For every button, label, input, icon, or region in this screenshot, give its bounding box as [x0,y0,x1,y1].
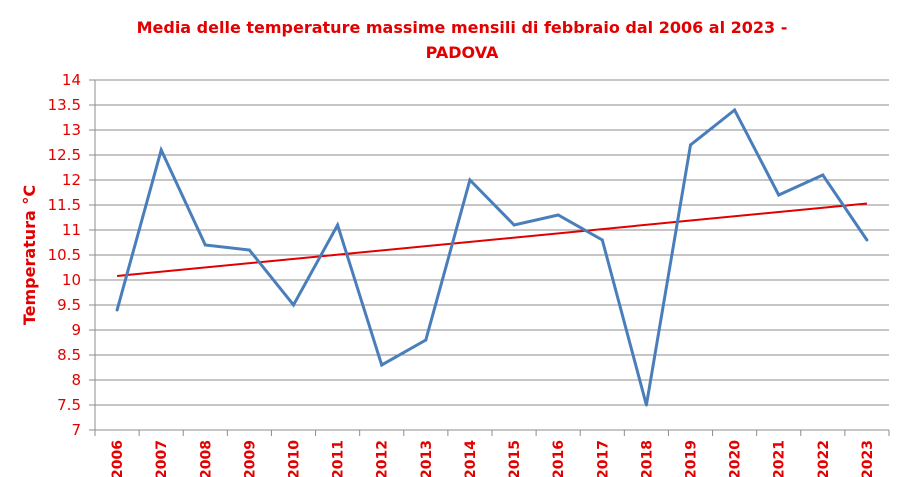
x-tick-label: 2009 [242,440,258,477]
data-point [865,238,869,242]
x-tick-label: 2011 [331,440,347,477]
x-tick-label: 2008 [198,440,214,477]
x-tick-label: 2021 [772,440,788,477]
y-tick-label: 14 [62,71,81,89]
data-point [644,403,648,407]
y-tick-label: 8 [71,371,81,389]
x-tick-label: 2012 [375,440,391,477]
plot-area [115,107,869,407]
trend-line [116,202,868,277]
data-point [115,308,119,312]
x-tick-label: 2017 [595,440,611,477]
data-point [733,108,737,112]
y-tick-label: 7 [71,421,81,439]
data-point [424,338,428,342]
data-point [247,248,251,252]
x-axis-ticks: 2006 2007 2008 2009 2010 2011 2012 2013 2014 2015… [110,440,876,477]
y-axis-label: Temperatura °C [20,185,39,325]
y-tick-label: 11.5 [48,196,81,214]
x-tick-label: 2022 [816,440,832,477]
x-tick-label: 2018 [639,440,655,477]
data-point [468,178,472,182]
x-tick-label: 2006 [110,440,126,477]
data-point [777,193,781,197]
x-tick-label: 2010 [287,440,303,477]
x-axis [94,80,890,436]
x-tick-label: 2023 [860,440,876,477]
y-tick-label: 13 [62,121,81,139]
data-point [336,223,340,227]
data-point [380,363,384,367]
data-point [512,223,516,227]
x-tick-label: 2013 [419,440,435,477]
data-point [821,173,825,177]
x-tick-label: 2016 [551,440,567,477]
y-tick-label: 9.5 [57,296,81,314]
data-point [203,243,207,247]
data-point [292,303,295,307]
x-tick-label: 2015 [507,440,523,477]
y-tick-label: 12 [62,171,81,189]
y-tick-label: 12.5 [48,146,81,164]
y-axis-ticks: 7 7.5 8 8.5 9 9.5 10 10.5 11 11.5 12 12.5 13 13.5 14 [48,71,95,439]
y-tick-label: 8.5 [57,346,81,364]
data-point [159,148,163,152]
x-tick-label: 2014 [463,440,479,477]
data-point [689,143,692,147]
x-tick-label: 2007 [154,440,170,477]
y-tick-label: 11 [62,221,81,239]
chart-title-line-1: Media delle temperature massime mensili … [137,18,788,37]
y-tick-label: 13.5 [48,96,81,114]
chart-title-line-2: PADOVA [426,43,499,62]
series-line [115,107,869,406]
y-tick-label: 10.5 [48,246,81,264]
y-tick-label: 9 [71,321,81,339]
x-tick-label: 2020 [728,440,744,477]
y-tick-label: 7.5 [57,396,81,414]
y-tick-label: 10 [62,271,81,289]
gridlines [95,79,889,431]
x-tick-label: 2019 [684,440,700,477]
data-point [600,238,604,242]
data-point [556,213,560,217]
